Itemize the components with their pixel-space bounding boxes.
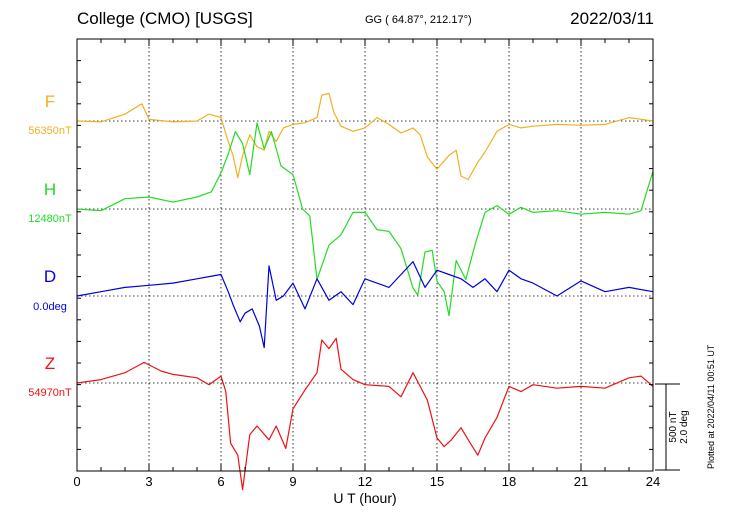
date-label: 2022/03/11 (570, 9, 654, 28)
channel-baseline-Z: 54970nT (28, 387, 72, 399)
channel-baseline-F: 56350nT (28, 125, 72, 137)
coordinates-label: GG ( 64.87°, 212.17°) (365, 14, 472, 26)
x-tick-label: 12 (358, 474, 372, 489)
x-tick-label: 6 (217, 474, 224, 489)
channel-letter-Z: Z (44, 354, 56, 373)
x-tick-label: 0 (73, 474, 80, 489)
channel-letter-D: D (43, 267, 57, 286)
channel-letter-F: F (44, 92, 56, 111)
chart-title: College (CMO) [USGS] (77, 9, 253, 28)
channel-baseline-D: 0.0deg (33, 301, 67, 313)
scale-deg: 2.0 deg (679, 410, 690, 444)
x-tick-label: 24 (646, 474, 660, 489)
series-layer (76, 92, 654, 491)
x-tick-label: 3 (145, 474, 152, 489)
x-tick-label: 18 (502, 474, 516, 489)
series-line-F (76, 92, 654, 181)
grid (77, 39, 653, 471)
scale-label: 500 nT 2.0 deg (668, 384, 690, 470)
x-tick-label: 15 (430, 474, 444, 489)
channel-letter-H: H (43, 180, 57, 199)
series-line-Z (76, 337, 654, 491)
channel-baseline-H: 12480nT (28, 213, 72, 225)
x-tick-label: 9 (289, 474, 296, 489)
scale-nt: 500 nT (668, 411, 679, 443)
scale-label-wrap: 500 nT 2.0 deg (668, 384, 690, 470)
x-tick-label: 21 (574, 474, 588, 489)
x-axis-label: U T (hour) (333, 490, 396, 506)
tick-marks: 0 3 6 9 12 15 18 21 24 (73, 38, 660, 489)
series-line-H (76, 122, 654, 317)
plotted-timestamp: Plotted at 2022/04/11 00:51 UT (706, 344, 716, 469)
series-line-D (76, 261, 654, 349)
